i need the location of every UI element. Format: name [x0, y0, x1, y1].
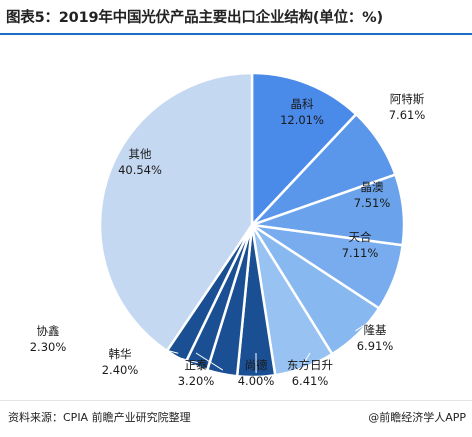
- slice-value-label: 3.20%: [178, 374, 215, 388]
- slice-name-label: 韩华: [109, 347, 132, 361]
- leader-line-9: [119, 341, 198, 364]
- slice-name-label: 隆基: [364, 323, 387, 337]
- source-note: 资料来源：CPIA 前瞻产业研究院整理: [8, 411, 191, 424]
- pie-slice-1: [250, 71, 358, 229]
- label-leader-lines: [47, 317, 376, 373]
- slice-labels: 晶科 12.01% 阿特斯 7.61% 晶澳 7.51% 天合 7.11% 隆基 6.91% 东方日…: [30, 92, 426, 388]
- slice-value-label: 6.91%: [357, 339, 394, 353]
- slice-name-label: 晶科: [291, 97, 314, 111]
- slice-value-label: 4.00%: [238, 374, 275, 388]
- slice-name-label: 其他: [129, 147, 152, 161]
- footer-divider: [0, 400, 472, 401]
- leader-line-8: [195, 352, 224, 371]
- leader-line-10: [47, 318, 179, 354]
- slice-name-label: 天合: [349, 230, 372, 244]
- slice-value-label: 6.41%: [292, 374, 329, 388]
- slice-name-label: 阿特斯: [390, 92, 425, 106]
- leader-line-5: [355, 317, 376, 332]
- slice-value-label: 2.30%: [30, 340, 67, 354]
- slice-value-label: 40.54%: [118, 163, 162, 177]
- slice-value-label: 12.01%: [280, 113, 324, 127]
- slice-name-label: 尚德: [245, 358, 268, 372]
- title-divider: [0, 33, 472, 35]
- slice-value-label: 2.40%: [102, 363, 139, 377]
- leader-line-6: [302, 352, 311, 365]
- pie-slices: [98, 71, 406, 379]
- slice-value-label: 7.61%: [389, 108, 426, 122]
- slice-value-label: 7.51%: [354, 196, 391, 210]
- pie-slice-11: [98, 71, 254, 353]
- slice-name-label: 正泰: [185, 358, 208, 372]
- chart-title: 图表5：2019年中国光伏产品主要出口企业结构(单位：%): [6, 10, 383, 26]
- slice-name-label: 东方日升: [287, 358, 333, 372]
- slice-name-label: 协鑫: [37, 324, 60, 338]
- credit-note: @前瞻经济学人APP: [368, 411, 466, 424]
- slice-name-label: 晶澳: [361, 180, 384, 194]
- slice-value-label: 7.11%: [342, 246, 379, 260]
